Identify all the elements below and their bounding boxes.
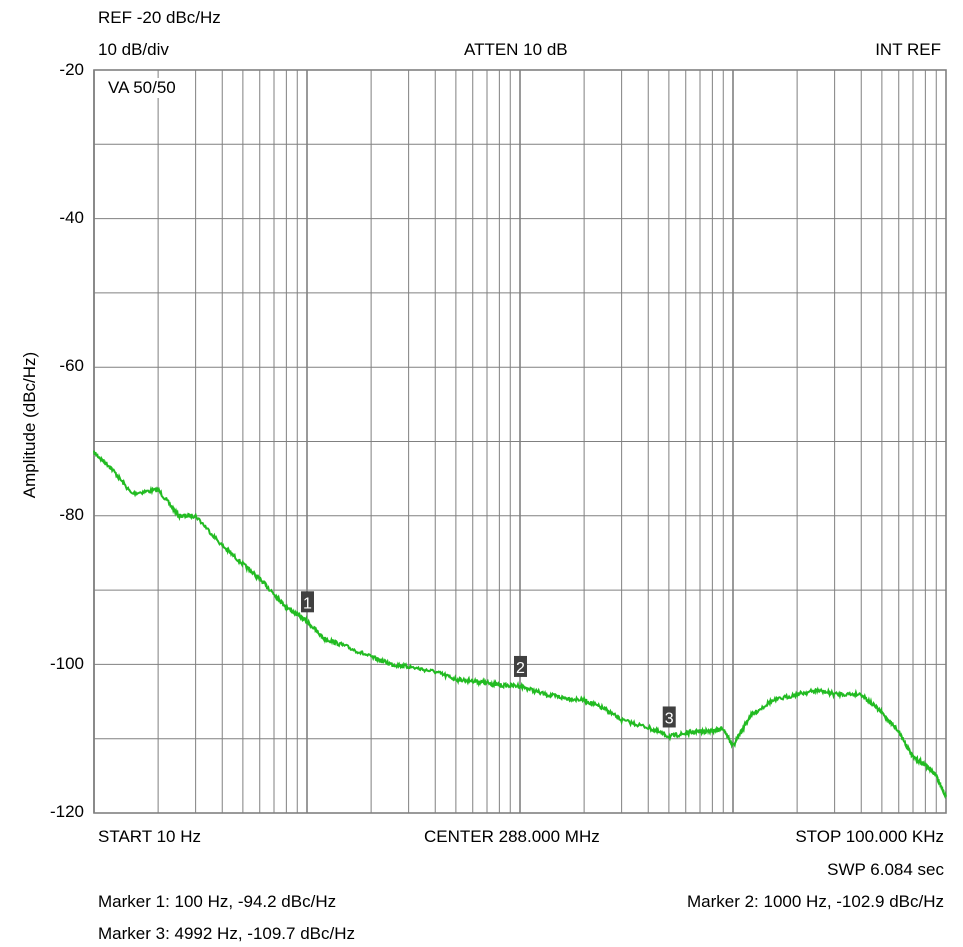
- marker-label: 3: [665, 710, 674, 727]
- plot-frame: [93, 69, 947, 814]
- attenuation-label: ATTEN 10 dB: [464, 40, 568, 59]
- video-average-label: VA 50/50: [106, 78, 178, 98]
- marker-box: [301, 591, 314, 613]
- y-tick-label: -120: [49, 802, 84, 821]
- ref-level-label: REF -20 dBc/Hz: [98, 8, 221, 27]
- sweep-time-label: SWP 6.084 sec: [827, 860, 944, 879]
- center-frequency-label: CENTER 288.000 MHz: [424, 827, 600, 846]
- y-tick-label: -80: [59, 505, 84, 524]
- marker-label: 1: [303, 595, 312, 612]
- marker-label: 2: [516, 660, 525, 677]
- y-tick-label: -100: [49, 654, 84, 673]
- marker-2-readout: Marker 2: 1000 Hz, -102.9 dBc/Hz: [686, 892, 944, 911]
- y-tick-label: -60: [59, 356, 84, 375]
- scale-label: 10 dB/div: [98, 40, 169, 59]
- noise-trace: [93, 450, 947, 800]
- marker-box: [514, 655, 527, 677]
- start-frequency-label: START 10 Hz: [98, 827, 201, 846]
- y-tick-label: -40: [59, 208, 84, 227]
- reference-source-label: INT REF: [875, 40, 941, 59]
- y-tick-label: -20: [59, 60, 84, 79]
- marker-1-readout: Marker 1: 100 Hz, -94.2 dBc/Hz: [98, 892, 337, 911]
- marker-box: [662, 706, 676, 728]
- stop-frequency-label: STOP 100.000 KHz: [795, 827, 944, 846]
- marker-3-readout: Marker 3: 4992 Hz, -109.7 dBc/Hz: [98, 924, 356, 943]
